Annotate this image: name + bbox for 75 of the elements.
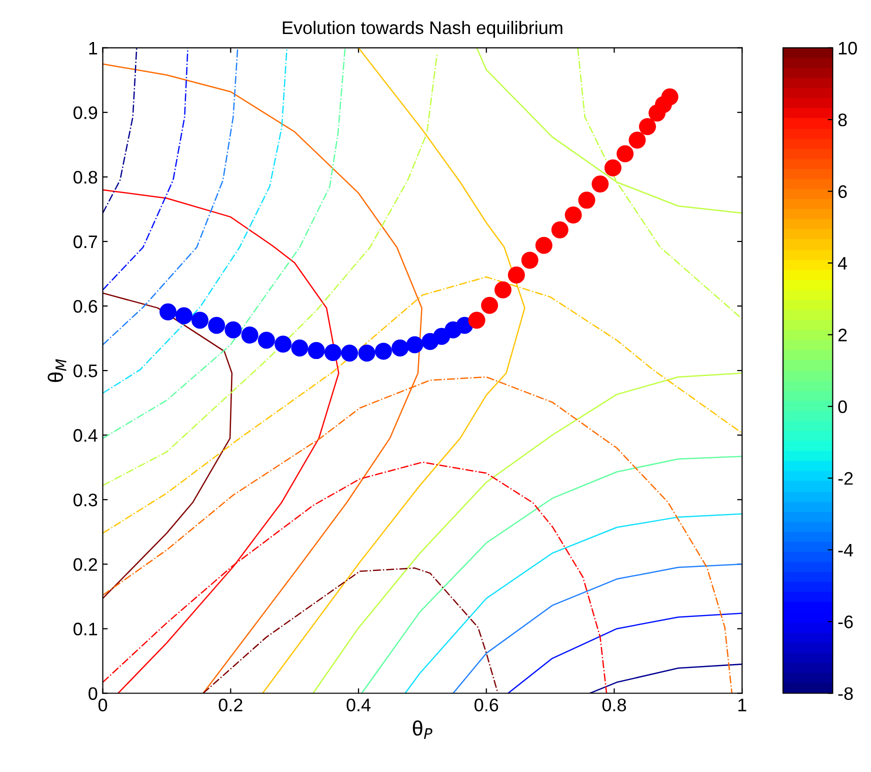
x-tick-label: 1 — [738, 698, 746, 712]
point — [291, 339, 308, 356]
y-tick-label: 0.5 — [74, 364, 98, 378]
point — [628, 132, 646, 149]
point — [535, 236, 552, 254]
point — [564, 206, 582, 224]
y-tick-label: 0.3 — [74, 494, 98, 506]
point — [208, 316, 226, 334]
color-bar-label: 4 — [838, 257, 848, 270]
color-bar-label: 8 — [838, 114, 847, 126]
line-series — [589, 664, 742, 694]
line-series — [404, 513, 742, 694]
y-axis-title: θ$_{M}$ — [48, 359, 66, 382]
y-tick-label: 1 — [89, 42, 98, 54]
line-series — [102, 292, 233, 600]
point — [324, 344, 342, 361]
y-tick-label: 0.9 — [74, 106, 98, 120]
y-tick-label: 0.8 — [74, 170, 98, 184]
x-tick-label: 0.8 — [602, 698, 626, 712]
point — [392, 339, 409, 356]
y-tick-label: 0.7 — [74, 235, 98, 248]
point — [494, 281, 512, 298]
point — [308, 342, 325, 360]
color-bar-label: -6 — [838, 615, 853, 628]
color-bar-label: 6 — [838, 185, 847, 198]
line-series — [102, 48, 188, 291]
x-axis-title: θ$_{P}$ — [412, 720, 432, 739]
point — [616, 145, 634, 162]
point — [578, 192, 596, 209]
point — [241, 326, 258, 344]
point — [274, 336, 292, 353]
x-tick-label: 0.2 — [218, 698, 242, 712]
color-bar-label: -2 — [838, 472, 853, 485]
color-bar-label: 2 — [838, 328, 847, 342]
point — [638, 118, 656, 136]
y-tick-label: 0.1 — [74, 622, 98, 636]
point — [521, 252, 538, 269]
point — [224, 321, 242, 338]
point — [604, 159, 622, 176]
point — [592, 176, 609, 193]
point — [661, 88, 678, 106]
point — [481, 296, 498, 314]
y-tick-label: 0.2 — [74, 558, 98, 571]
point — [341, 344, 358, 362]
color-bar-label: 10 — [838, 42, 857, 55]
y-tick-label: 0.6 — [74, 300, 98, 313]
line-series — [202, 567, 498, 694]
point — [258, 332, 275, 349]
color-bar-label: 0 — [838, 400, 847, 414]
y-tick-label: 0.4 — [74, 429, 98, 442]
point — [406, 336, 424, 354]
line-series — [312, 372, 742, 694]
line-series — [102, 48, 238, 346]
point — [551, 221, 568, 238]
line-series — [452, 564, 742, 694]
y-tick-label: 0 — [88, 687, 98, 700]
line-series — [102, 48, 138, 214]
point — [159, 303, 176, 320]
line-series — [102, 52, 438, 486]
line-series — [102, 48, 288, 394]
point — [191, 312, 208, 329]
point — [468, 312, 486, 329]
point — [358, 344, 376, 362]
point — [175, 307, 192, 324]
x-tick-label: 0.4 — [346, 698, 371, 712]
color-bar-label: -8 — [838, 687, 853, 700]
point — [508, 266, 525, 284]
line-series — [102, 48, 346, 439]
x-tick-label: 0.6 — [474, 698, 498, 712]
line-series — [361, 456, 742, 694]
color-bar-label: -4 — [838, 544, 854, 556]
x-tick-label: 0 — [98, 698, 108, 712]
line-series — [507, 612, 742, 694]
point — [374, 342, 392, 360]
chart-title: Evolution towards Nash equilibrium — [282, 20, 562, 38]
